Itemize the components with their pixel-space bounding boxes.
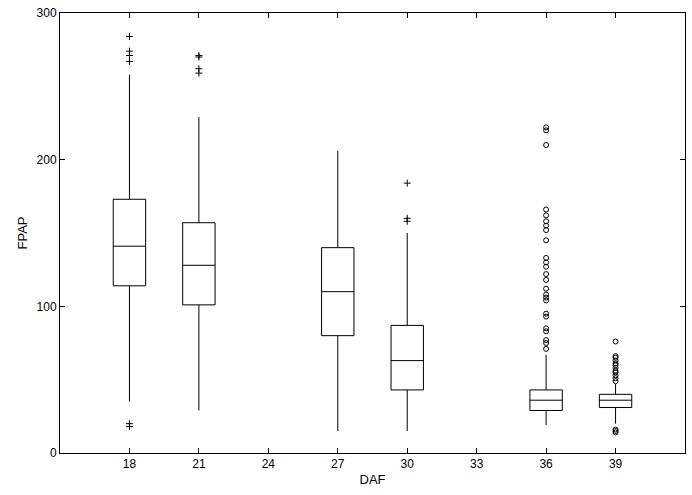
- svg-text:200: 200: [37, 153, 57, 167]
- svg-text:100: 100: [37, 300, 57, 314]
- svg-text:0: 0: [50, 446, 57, 460]
- svg-text:39: 39: [609, 457, 623, 471]
- svg-text:24: 24: [262, 457, 276, 471]
- svg-text:27: 27: [331, 457, 345, 471]
- svg-text:33: 33: [470, 457, 484, 471]
- svg-text:36: 36: [539, 457, 553, 471]
- svg-text:21: 21: [192, 457, 206, 471]
- svg-text:18: 18: [123, 457, 137, 471]
- svg-text:30: 30: [401, 457, 415, 471]
- svg-text:FPAP: FPAP: [15, 217, 30, 250]
- svg-text:DAF: DAF: [360, 472, 386, 487]
- svg-text:300: 300: [37, 6, 57, 20]
